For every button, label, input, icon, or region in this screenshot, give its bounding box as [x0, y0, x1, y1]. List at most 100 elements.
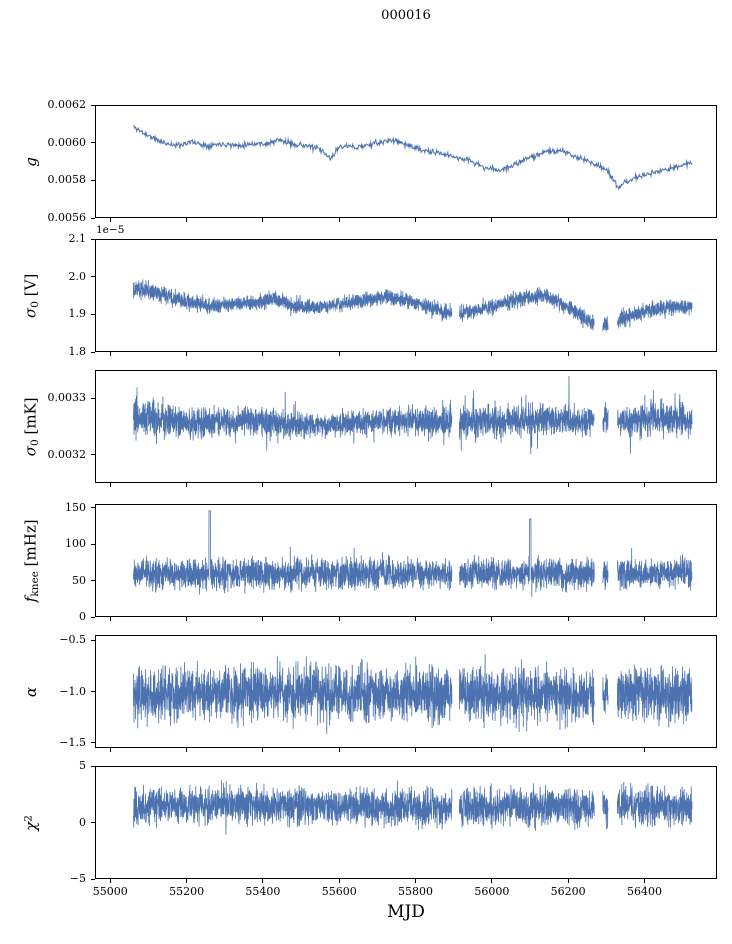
y-axis-label-text: g: [22, 157, 40, 167]
trace-canvas-chi2: [96, 767, 718, 880]
y-tick-mark: [91, 616, 95, 618]
x-tick-mark: [262, 879, 264, 883]
x-tick-mark: [338, 748, 340, 752]
panel-chi2: [95, 766, 718, 880]
y-axis-label-gain: g: [16, 105, 46, 218]
x-tick-mark: [643, 748, 645, 752]
x-tick-mark: [338, 218, 340, 222]
x-tick-mark: [491, 748, 493, 752]
x-tick-label: 56000: [474, 885, 510, 898]
x-tick-mark: [338, 483, 340, 487]
x-tick-mark: [262, 218, 264, 222]
y-tick-mark: [91, 580, 95, 582]
y-tick-mark: [91, 691, 95, 692]
x-tick-label: 55600: [321, 885, 357, 898]
y-axis-label-segment: g: [21, 156, 40, 167]
x-tick-mark: [262, 748, 264, 752]
y-tick-mark: [91, 454, 95, 456]
y-tick-label: −1.5: [59, 735, 86, 749]
x-tick-mark: [643, 879, 645, 883]
y-tick-mark: [91, 179, 95, 181]
y-tick-label: 2.0: [68, 269, 87, 283]
x-tick-mark: [567, 352, 569, 356]
x-tick-mark: [186, 483, 188, 487]
y-axis-label-segment: f: [21, 596, 40, 602]
x-tick-label: 55200: [169, 885, 205, 898]
y-tick-mark: [91, 822, 95, 823]
x-tick-label: 55800: [398, 885, 434, 898]
x-tick-mark: [186, 879, 188, 883]
x-tick-mark: [109, 879, 111, 883]
x-tick-mark: [109, 218, 111, 222]
y-tick-label: 0: [79, 610, 86, 623]
y-tick-mark: [91, 397, 95, 399]
x-tick-mark: [567, 617, 569, 621]
x-tick-label: 55000: [92, 885, 128, 898]
y-tick-label: 100: [65, 537, 86, 551]
y-tick-label: 0.0062: [47, 98, 87, 111]
y-tick-mark: [91, 217, 95, 219]
y-tick-label: 150: [65, 500, 86, 514]
x-tick-mark: [567, 218, 569, 222]
x-tick-mark: [643, 218, 645, 222]
y-tick-mark: [91, 313, 95, 315]
trace-canvas-sigma0-mk: [96, 371, 718, 484]
y-tick-mark: [91, 507, 95, 509]
x-tick-mark: [109, 352, 111, 356]
x-tick-mark: [415, 218, 417, 222]
y-tick-label: 0.0060: [47, 135, 87, 149]
x-tick-mark: [415, 879, 417, 883]
panel-fknee: [95, 504, 718, 618]
x-tick-mark: [643, 617, 645, 621]
y-tick-mark: [91, 878, 95, 880]
panel-gain: [95, 105, 718, 219]
x-tick-mark: [338, 352, 340, 356]
y-axis-offset-label: 1e−5: [96, 224, 125, 236]
x-tick-label: 55400: [245, 885, 281, 898]
x-tick-mark: [262, 483, 264, 487]
x-tick-mark: [567, 748, 569, 752]
panel-alpha: [95, 635, 718, 749]
x-tick-mark: [415, 748, 417, 752]
y-axis-label-sigma0-v: σ0 [V]: [16, 239, 46, 352]
y-tick-label: 1.9: [68, 307, 87, 321]
x-tick-mark: [186, 352, 188, 356]
x-tick-mark: [491, 483, 493, 487]
y-tick-mark: [91, 639, 95, 641]
x-tick-mark: [643, 352, 645, 356]
y-tick-label: 0.0032: [47, 447, 87, 461]
x-tick-mark: [338, 879, 340, 883]
x-tick-mark: [415, 352, 417, 356]
y-tick-mark: [91, 104, 95, 106]
y-axis-label-segment: 0: [28, 438, 41, 446]
trace-canvas-sigma0-v: [96, 240, 718, 353]
y-tick-label: 0.0033: [47, 391, 87, 405]
y-tick-label: 5: [79, 759, 86, 772]
y-tick-mark: [91, 742, 95, 744]
x-axis-title: MJD: [387, 902, 425, 922]
y-tick-mark: [91, 276, 95, 278]
x-tick-mark: [567, 483, 569, 487]
x-tick-mark: [491, 352, 493, 356]
x-tick-mark: [262, 352, 264, 356]
y-tick-label: −5: [69, 872, 86, 885]
y-tick-label: 50: [72, 573, 86, 587]
x-tick-label: 56400: [626, 885, 662, 898]
y-tick-label: 0.0058: [47, 173, 87, 187]
x-tick-mark: [109, 617, 111, 621]
x-tick-mark: [186, 617, 188, 621]
x-tick-label: 56200: [550, 885, 586, 898]
y-tick-mark: [91, 142, 95, 144]
y-tick-label: 0.0056: [47, 211, 87, 224]
x-tick-mark: [109, 748, 111, 752]
y-tick-mark: [91, 238, 95, 240]
x-tick-mark: [567, 879, 569, 883]
y-tick-mark: [91, 351, 95, 353]
x-tick-mark: [262, 617, 264, 621]
y-tick-mark: [91, 543, 95, 545]
panel-sigma0-v: [95, 239, 718, 353]
panel-sigma0-mk: [95, 370, 718, 484]
x-tick-mark: [415, 617, 417, 621]
trace-canvas-fknee: [96, 505, 718, 618]
